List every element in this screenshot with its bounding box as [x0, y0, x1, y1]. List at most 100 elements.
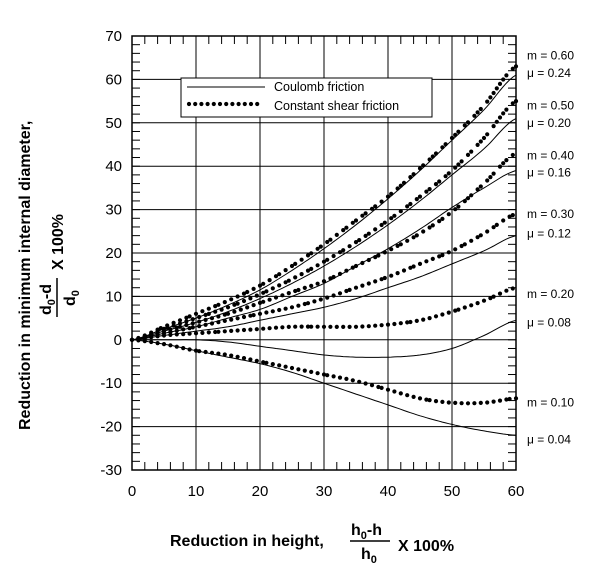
shear-curve-point [353, 324, 359, 329]
shear-curve-point [440, 253, 445, 258]
shear-curve-point [456, 307, 461, 312]
shear-curve-point [491, 171, 496, 176]
legend-box [180, 77, 433, 118]
shear-curve-point [325, 239, 330, 245]
shear-curve-point [241, 327, 247, 333]
shear-curve-point [158, 326, 163, 331]
shear-curve-point [427, 187, 432, 192]
shear-curve-point [283, 280, 288, 285]
shear-curve-point [465, 196, 471, 201]
shear-curve-point [187, 331, 192, 336]
shear-curve-point [200, 309, 205, 314]
shear-curve-point [504, 73, 509, 78]
shear-curve-point [181, 327, 186, 332]
shear-curve-point [379, 222, 384, 228]
shear-curve-point [193, 311, 199, 316]
shear-curve-point [299, 324, 304, 329]
shear-curve-point [478, 139, 483, 144]
shear-curve-point [193, 348, 199, 353]
shear-curve-point [235, 316, 240, 321]
shear-curve-point [155, 334, 160, 339]
shear-curve-point [398, 183, 403, 188]
x-tick-label: 40 [380, 483, 397, 500]
shear-curve-point [174, 328, 179, 333]
shear-curve-point [389, 216, 394, 221]
shear-curve-point [373, 255, 378, 260]
shear-curve-point [497, 291, 503, 296]
shear-curve-point [289, 263, 295, 269]
shear-curve-point [488, 296, 493, 301]
shear-curve-point [510, 66, 515, 71]
shear-curve-point [497, 164, 503, 169]
shear-curve-point [197, 324, 202, 329]
shear-curve-point [171, 323, 176, 328]
shear-curve-point [344, 376, 349, 381]
shear-curve-point [504, 158, 509, 163]
shear-curve-point [491, 294, 496, 299]
shear-curve-point [433, 399, 439, 404]
curve-label: m = 0.40 [527, 148, 574, 162]
shear-curve-point [363, 381, 368, 386]
shear-curve-point [174, 325, 179, 330]
legend-dot [193, 101, 198, 107]
shear-curve-point [264, 360, 269, 365]
shear-curve-point [417, 194, 423, 199]
shear-curve-point [440, 399, 445, 404]
shear-curve-point [501, 111, 506, 116]
coulomb-curve-mu-0-24 [131, 74, 517, 341]
shear-curve-point [289, 365, 295, 371]
shear-curve-point [411, 394, 416, 399]
shear-curve-point [488, 175, 493, 180]
shear-curve-point [222, 352, 227, 357]
shear-curve-point [331, 274, 336, 280]
shear-curve-point [453, 247, 458, 252]
shear-curve-point [414, 197, 419, 202]
shear-curve-point [273, 325, 279, 330]
shear-curve-point [245, 289, 250, 295]
shear-curve-point [280, 325, 285, 330]
shear-curve-point [456, 162, 461, 167]
shear-curve-point [341, 248, 346, 253]
shear-curve-point [293, 275, 298, 280]
shear-curve-point [222, 300, 227, 305]
shear-curve-point [232, 309, 237, 314]
x-tick-label: 50 [444, 483, 461, 500]
shear-curve-point [411, 235, 416, 240]
shear-curve-point [216, 314, 221, 319]
shear-curve-point [248, 313, 253, 318]
shear-curve-point [254, 293, 259, 298]
shear-curve-point [325, 295, 330, 300]
shear-curve-point [465, 401, 471, 406]
shear-curve-point [222, 329, 227, 334]
shear-curve-point [353, 285, 359, 290]
y-tick-label: 40 [105, 158, 122, 175]
shear-curve-point [475, 110, 480, 115]
shear-curve-point [168, 329, 173, 335]
shear-curve-point [485, 229, 490, 234]
shear-curve-point [257, 311, 263, 316]
shear-curve-point [142, 339, 147, 344]
x-axis-title-numerator: h0-h [351, 522, 382, 542]
x-tick-label: 30 [316, 483, 333, 500]
shear-curve-point [315, 371, 320, 376]
x-axis-title-denominator: h0 [361, 546, 377, 566]
shear-curve-point [430, 256, 435, 261]
shear-curve-point [369, 206, 375, 211]
shear-curve-point [315, 281, 320, 286]
shear-curve-point [421, 317, 426, 322]
shear-curve-point [379, 277, 384, 282]
shear-curve-point [187, 347, 192, 352]
shear-curve-point [469, 193, 474, 198]
shear-curve-point [408, 319, 413, 325]
shear-curve-point [453, 207, 458, 212]
legend-dot [255, 101, 260, 107]
shear-curve-point [267, 326, 272, 331]
curve-label: μ = 0.24 [527, 66, 571, 80]
y-axis-title-numerator: d0-d [38, 284, 58, 315]
coulomb-curve-mu-0-12 [131, 235, 517, 341]
legend-dot [236, 101, 241, 107]
shear-curve-point [411, 264, 416, 269]
shear-curve-point [203, 349, 208, 355]
shear-curve-point [299, 272, 304, 277]
legend-dot [211, 101, 216, 107]
